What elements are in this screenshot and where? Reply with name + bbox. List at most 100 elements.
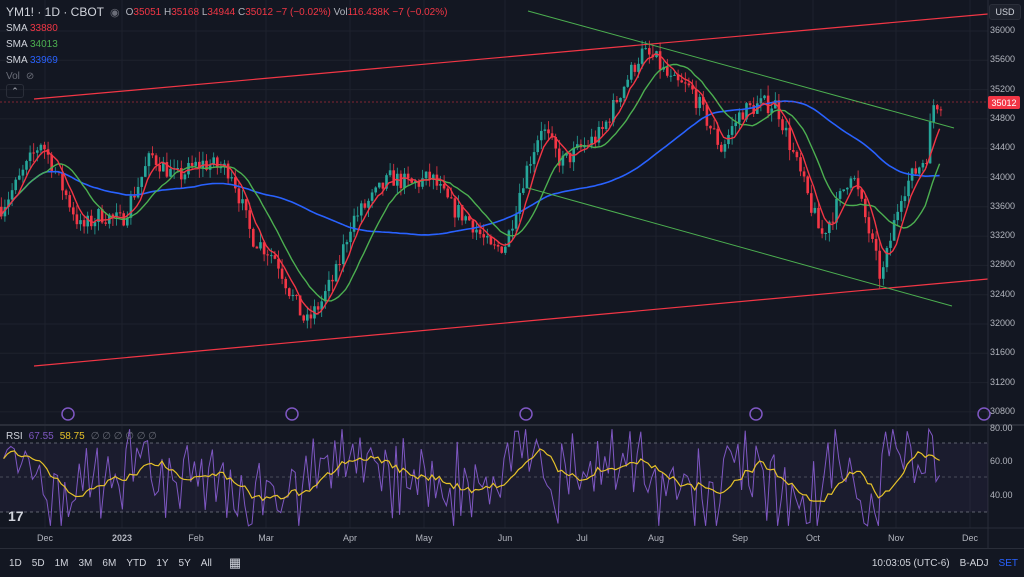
candle-body — [547, 129, 550, 134]
timeframe-button-1d[interactable]: 1D — [9, 557, 22, 569]
timeframe-button-ytd[interactable]: YTD — [126, 557, 147, 569]
candle-body — [97, 208, 100, 223]
candle-body — [561, 155, 565, 166]
candle-body — [428, 171, 431, 180]
ohlc-values: O35051 H35168 L34944 C35012 −7 (−0.02%) … — [125, 6, 448, 18]
candle-body — [748, 103, 752, 106]
candle-body — [619, 97, 622, 103]
candle-body — [100, 208, 104, 223]
candle-body — [183, 174, 187, 180]
candle-body — [363, 203, 367, 208]
candle-body — [216, 157, 219, 168]
volume-row[interactable]: Vol ⊘ — [6, 70, 35, 82]
symbol-title[interactable]: YM1! · 1D · CBOT — [6, 5, 105, 19]
timeframe-button-all[interactable]: All — [200, 557, 212, 569]
candle-body — [403, 173, 406, 189]
candle-body — [345, 242, 349, 245]
tradingview-logo[interactable]: 17 — [8, 508, 24, 524]
sma-fast-line — [0, 53, 941, 315]
candle-body — [504, 246, 507, 253]
currency-selector[interactable]: USD — [989, 4, 1021, 20]
time-axis-label: Dec — [961, 533, 979, 543]
candle-body — [608, 121, 611, 123]
candle-body — [61, 171, 64, 191]
candle-body — [417, 181, 421, 187]
candle-body — [367, 200, 370, 208]
candle-body — [939, 109, 943, 111]
candle-body — [532, 152, 536, 165]
price-axis-label: 33200 — [990, 230, 1016, 241]
set-toggle[interactable]: SET — [998, 557, 1018, 569]
timeframe-button-5y[interactable]: 5Y — [178, 557, 191, 569]
candle-body — [25, 161, 28, 170]
candle-body — [810, 193, 813, 213]
candle-body — [158, 165, 161, 172]
candle-body — [644, 48, 647, 50]
candle-body — [104, 222, 107, 224]
candle-body — [302, 315, 305, 321]
sma-row-fast[interactable]: SMA 33880 — [6, 22, 58, 34]
candle-body — [349, 231, 352, 243]
candle-body — [882, 267, 885, 279]
candle-body — [712, 128, 716, 130]
candle-body — [270, 255, 273, 257]
event-marker-icon — [61, 407, 75, 421]
candle-body — [493, 244, 496, 246]
candle-body — [543, 129, 547, 131]
candle-body — [237, 188, 241, 204]
candle-body — [752, 105, 755, 114]
timeframe-button-5d[interactable]: 5D — [31, 557, 45, 569]
candle-body — [388, 170, 392, 176]
candle-body — [928, 121, 932, 164]
candle-body — [439, 184, 442, 186]
candle-body — [489, 236, 493, 245]
candle-body — [914, 168, 917, 174]
candle-body — [309, 314, 313, 319]
channel-upper-line — [33, 13, 989, 100]
candle-body — [471, 220, 475, 233]
price-chart[interactable] — [0, 0, 1024, 548]
candle-body — [165, 161, 169, 177]
candle-body — [291, 295, 295, 297]
candle-body — [831, 221, 835, 223]
candle-body — [820, 228, 824, 234]
collapse-legend-button[interactable]: ⌃ — [6, 84, 24, 98]
candle-body — [766, 95, 770, 114]
sma-row-mid[interactable]: SMA 34013 — [6, 38, 58, 50]
candle-body — [763, 95, 766, 99]
eye-icon[interactable]: ◉ — [110, 6, 120, 19]
eye-off-icon[interactable]: ⊘ — [25, 70, 35, 82]
candle-body — [615, 100, 619, 103]
candle-body — [147, 153, 151, 167]
candle-body — [612, 100, 615, 123]
candle-body — [93, 222, 97, 227]
candle-body — [72, 207, 75, 215]
candle-body — [234, 177, 237, 189]
badj-toggle[interactable]: B-ADJ — [959, 557, 989, 569]
candle-body — [784, 127, 788, 131]
candle-body — [442, 184, 446, 189]
candle-body — [277, 258, 280, 269]
timeframe-button-3m[interactable]: 3M — [78, 557, 93, 569]
calendar-icon[interactable]: ▦ — [228, 555, 242, 570]
candle-body — [288, 288, 291, 297]
timeframe-button-6m[interactable]: 6M — [102, 557, 117, 569]
candle-body — [698, 96, 701, 109]
timeframe-button-1y[interactable]: 1Y — [156, 557, 169, 569]
candle-body — [378, 182, 381, 188]
candle-body — [468, 216, 471, 221]
candle-body — [374, 187, 377, 193]
candle-body — [536, 140, 539, 153]
candle-body — [176, 168, 179, 170]
price-axis-label: 35600 — [990, 54, 1016, 65]
candle-body — [918, 167, 921, 174]
candle-body — [190, 162, 194, 166]
clock-time[interactable]: 10:03:05 (UTC-6) — [871, 557, 950, 569]
sma-row-slow[interactable]: SMA 33969 — [6, 54, 58, 66]
candle-body — [262, 242, 266, 255]
time-axis-label: Feb — [188, 533, 204, 543]
timeframe-button-1m[interactable]: 1M — [54, 557, 69, 569]
candle-body — [14, 179, 17, 191]
candle-body — [838, 191, 842, 199]
candle-body — [352, 215, 356, 232]
